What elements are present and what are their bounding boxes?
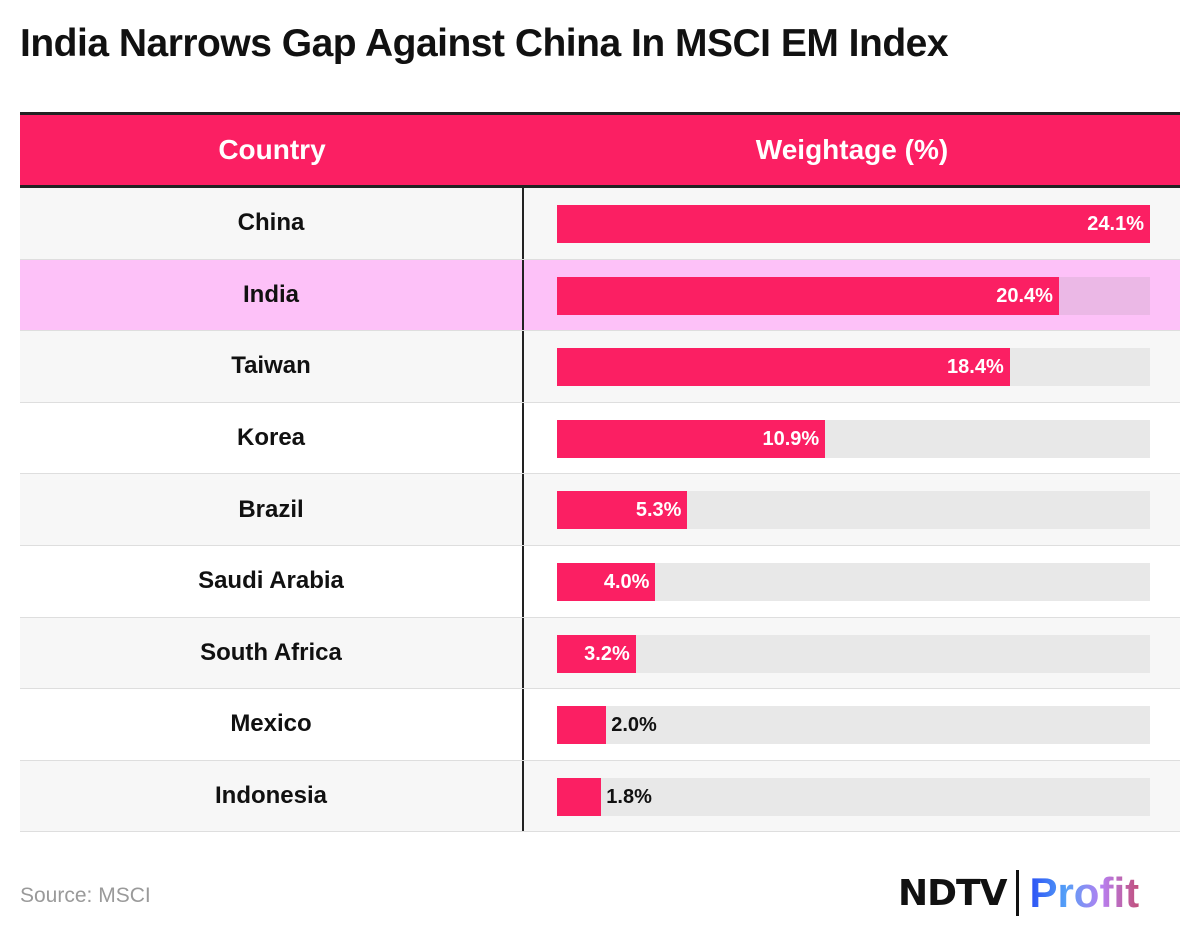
logo-profit: Profit [1029, 869, 1140, 916]
bar-china [557, 205, 1150, 243]
bar-taiwan [557, 348, 1010, 387]
weightage-cell: 1.8% [524, 761, 1180, 832]
bar-track: 3.2% [557, 634, 1150, 673]
weightage-cell: 3.2% [524, 618, 1180, 689]
table-row: Mexico 2.0% [20, 689, 1180, 761]
weightage-cell: 2.0% [524, 689, 1180, 760]
data-label: 2.0% [611, 714, 657, 737]
table-row: South Africa 3.2% [20, 617, 1180, 690]
weightage-cell: 4.0% [524, 546, 1180, 617]
header-country: Country [218, 134, 326, 165]
table-body: China 24.1% India 20.4% Taiwan 18.4% Korea 10.9… [20, 188, 1180, 833]
country-name: South Africa [20, 617, 524, 689]
data-label: 24.1% [1087, 213, 1144, 235]
data-label: 10.9% [762, 427, 820, 450]
bar-mexico [557, 706, 607, 745]
bar-india [557, 276, 1059, 315]
country-name: Brazil [20, 474, 524, 545]
bar-track: 2.0% [557, 706, 1150, 745]
weightage-cell: 20.4% [524, 260, 1180, 331]
table-row: Saudi Arabia 4.0% [20, 545, 1180, 618]
data-label: 5.3% [635, 499, 682, 522]
logo-ndtv: NDTV [898, 872, 1007, 914]
weightage-cell: 5.3% [524, 474, 1180, 545]
bar-track: 10.9% [557, 419, 1150, 458]
table-row: Taiwan 18.4% [20, 331, 1180, 403]
country-name: Mexico [20, 689, 524, 760]
table-row: Brazil 5.3% [20, 474, 1180, 546]
country-name: Taiwan [20, 331, 524, 402]
weightage-cell: 10.9% [524, 403, 1180, 474]
country-name: China [20, 188, 524, 259]
data-label: 18.4% [947, 356, 1004, 379]
bar-track: 24.1% [557, 205, 1150, 243]
bar-track: 1.8% [557, 777, 1150, 816]
country-name: Saudi Arabia [20, 545, 524, 617]
country-name: Korea [20, 402, 524, 474]
bar-saudi-arabia [557, 562, 656, 601]
table-row: Indonesia 1.8% [20, 760, 1180, 833]
source-note: Source: MSCI [20, 884, 151, 907]
table-row: China 24.1% [20, 188, 1180, 260]
bar-track: 5.3% [557, 491, 1150, 530]
data-label: 20.4% [996, 284, 1053, 307]
table-row: India 20.4% [20, 259, 1180, 332]
header-weightage: Weightage (%) [755, 134, 949, 165]
table-header: Country Weightage (%) [20, 115, 1180, 188]
chart-title: India Narrows Gap Against China In MSCI … [20, 22, 949, 65]
ndtv-profit-logo: NDTV Profit [898, 868, 1139, 918]
weightage-cell: 24.1% [524, 188, 1180, 259]
bar-indonesia [557, 777, 602, 816]
weightage-table: Country Weightage (%) China 24.1% India 20.… [20, 112, 1180, 833]
bar-track: 18.4% [557, 348, 1150, 387]
data-label: 3.2% [584, 642, 630, 665]
country-name: India [20, 259, 524, 331]
bar-korea [557, 419, 826, 458]
table-row: Korea 10.9% [20, 402, 1180, 475]
logo-divider [1016, 870, 1020, 916]
weightage-cell: 18.4% [524, 331, 1180, 402]
bar-track: 4.0% [557, 562, 1150, 601]
data-label: 1.8% [606, 785, 652, 808]
bar-south-africa [557, 634, 636, 673]
data-label: 4.0% [603, 570, 650, 593]
bar-track: 20.4% [557, 276, 1150, 315]
country-name: Indonesia [20, 760, 524, 832]
bar-brazil [557, 491, 688, 530]
